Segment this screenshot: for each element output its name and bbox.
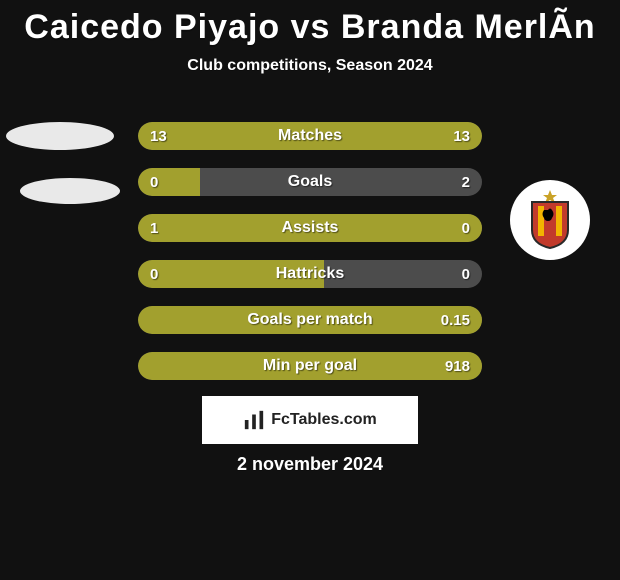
stat-row: Goals0 2 — [138, 168, 482, 196]
player-left-avatar-placeholder-2 — [20, 178, 120, 204]
source-badge-text: FcTables.com — [271, 411, 377, 429]
stat-value-left: 0 — [138, 260, 170, 288]
stat-row: Min per goal918 — [138, 352, 482, 380]
comparison-card: Caicedo Piyajo vs Branda MerlÃ­n Club co… — [0, 0, 620, 580]
stat-label: Assists — [138, 214, 482, 242]
stat-label: Hattricks — [138, 260, 482, 288]
stat-value-right: 0 — [450, 214, 482, 242]
page-subtitle: Club competitions, Season 2024 — [0, 57, 620, 75]
stat-value-left — [138, 306, 162, 334]
stats-container: Matches1313Goals02Assists10Hattricks00Go… — [138, 122, 482, 398]
stat-label: Goals — [138, 168, 482, 196]
stat-label: Matches — [138, 122, 482, 150]
stat-row: Goals per match0.15 — [138, 306, 482, 334]
stat-value-right: 2 — [450, 168, 482, 196]
stat-row: Assists1 0 — [138, 214, 482, 242]
stat-value-right: 0 — [450, 260, 482, 288]
chart-icon — [243, 409, 265, 431]
stat-value-left — [138, 352, 162, 380]
shield-icon — [524, 190, 576, 250]
club-crest — [510, 180, 590, 260]
source-badge: FcTables.com — [202, 396, 418, 444]
stat-value-right: 918 — [433, 352, 482, 380]
stat-value-right: 0.15 — [429, 306, 482, 334]
page-title: Caicedo Piyajo vs Branda MerlÃ­n — [0, 0, 620, 47]
stat-value-left: 1 — [138, 214, 170, 242]
stat-value-left: 13 — [138, 122, 179, 150]
stat-value-right: 13 — [441, 122, 482, 150]
stat-row: Hattricks0 0 — [138, 260, 482, 288]
stat-label: Min per goal — [138, 352, 482, 380]
stat-value-left: 0 — [138, 168, 170, 196]
snapshot-date: 2 november 2024 — [0, 454, 620, 475]
player-left-avatar-placeholder — [6, 122, 114, 150]
stat-row: Matches13 13 — [138, 122, 482, 150]
